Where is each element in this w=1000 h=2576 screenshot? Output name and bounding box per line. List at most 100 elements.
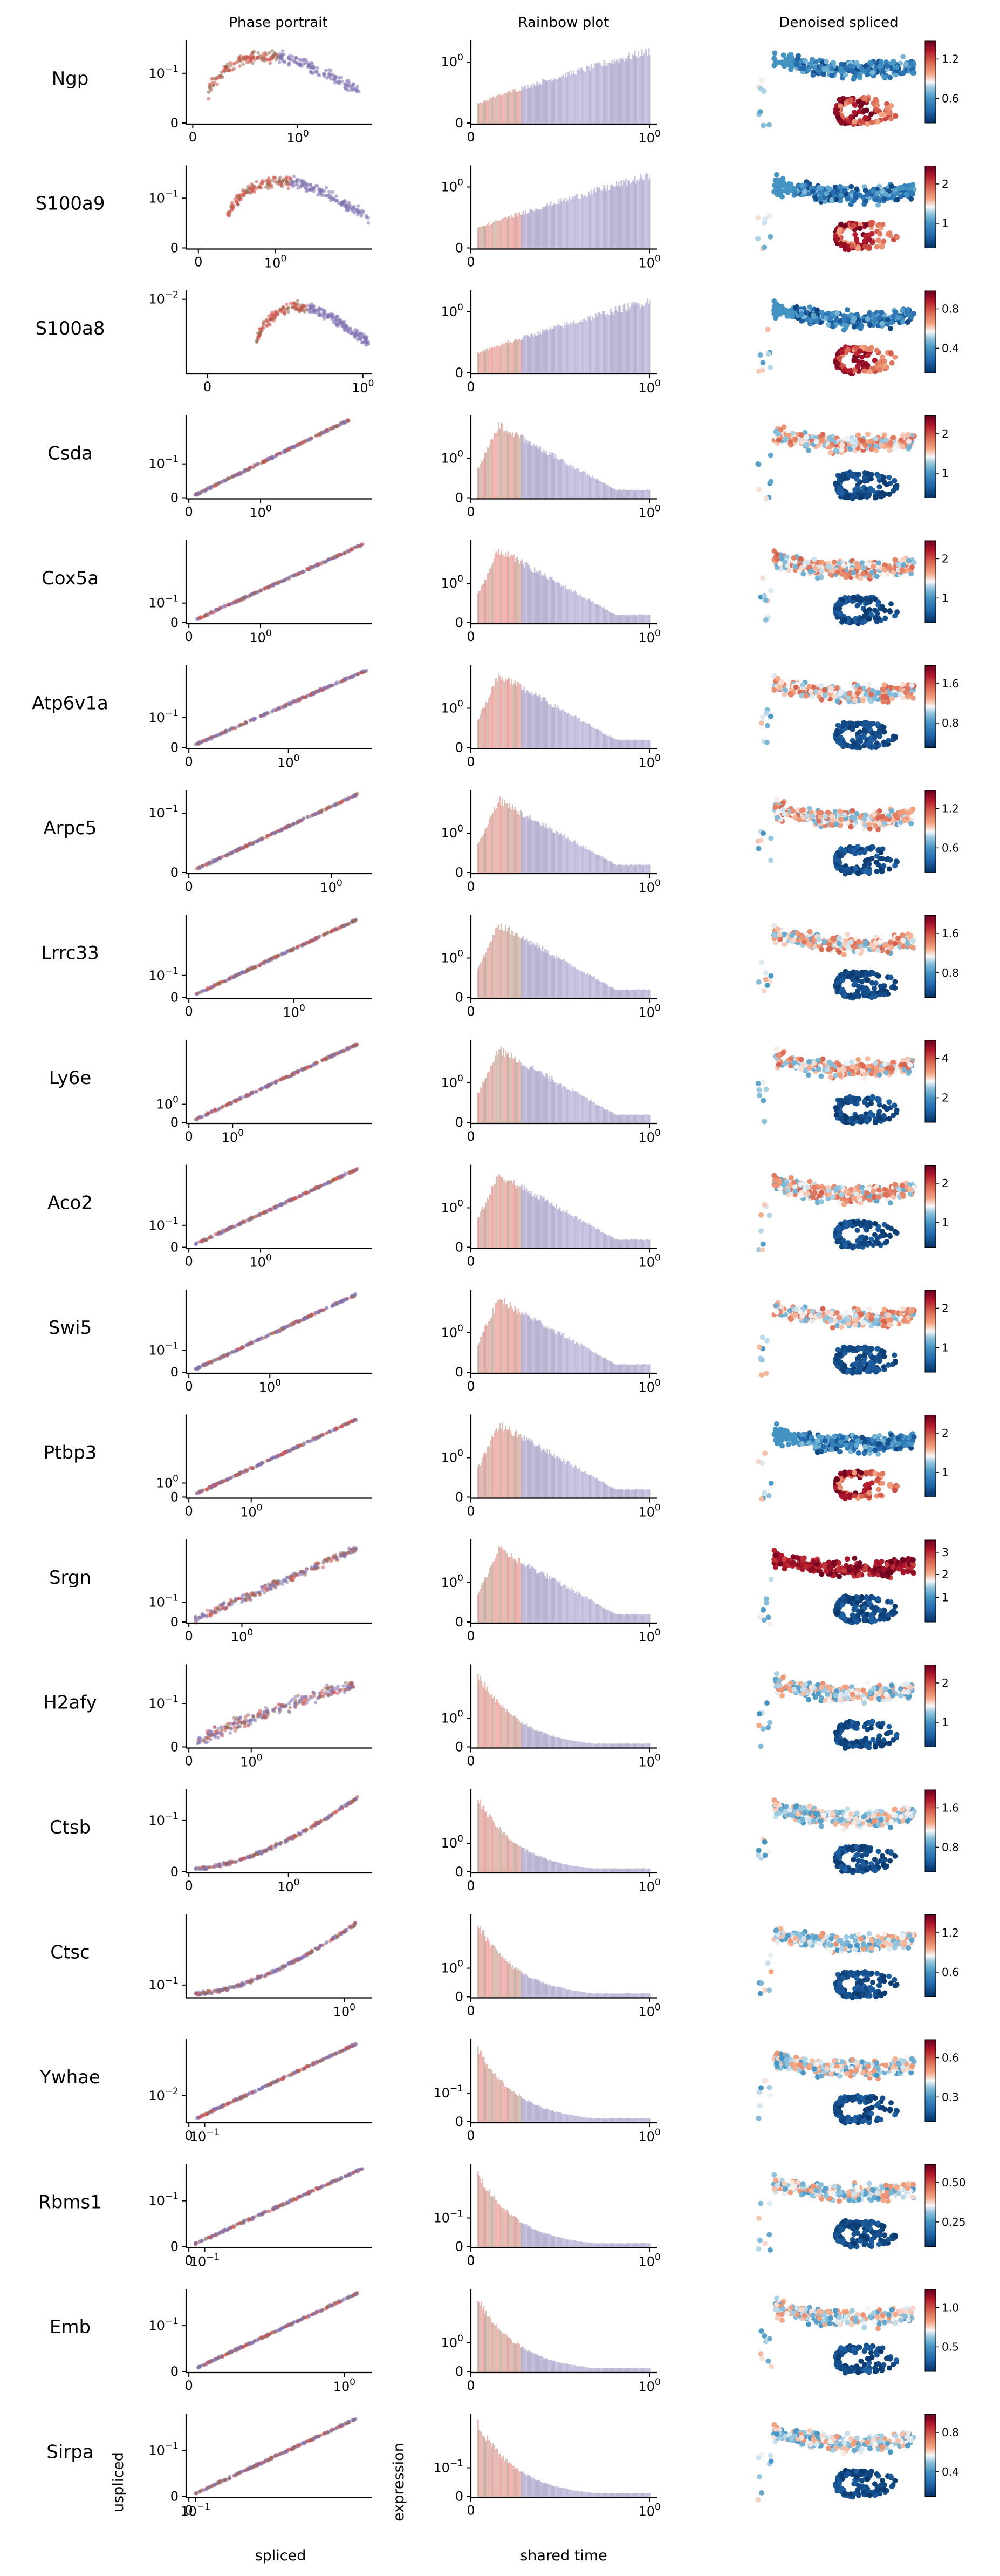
phase-point (282, 706, 285, 710)
phase-point (245, 60, 249, 64)
phase-y-tick-label: 0 (170, 241, 179, 256)
embedding-point (862, 96, 868, 101)
embedding-point (824, 191, 829, 196)
embedding-point (905, 319, 910, 325)
phase-point (220, 74, 223, 78)
phase-point (366, 340, 370, 344)
phase-y-tick-label: 10−1 (148, 64, 179, 81)
embedding-point (905, 311, 910, 316)
embedding-point (768, 234, 773, 240)
embedding-point (855, 432, 861, 438)
phase-point (363, 670, 367, 674)
embedding-point (838, 222, 844, 227)
embedding-point (831, 60, 836, 65)
phase-point (218, 606, 222, 610)
phase-point (233, 726, 237, 730)
colorbar-tick-label: 2 (942, 178, 949, 190)
phase-point (275, 58, 278, 62)
embedding-point (768, 479, 773, 485)
embedding-point (899, 438, 904, 443)
phase-point (255, 187, 258, 191)
phase-point (347, 201, 351, 205)
phase-point (203, 489, 207, 493)
embedding-point (839, 442, 845, 448)
phase-y-tick-label: 10−1 (148, 454, 179, 472)
embedding-point (865, 121, 870, 127)
phase-point (332, 78, 335, 81)
embedding-point (895, 191, 900, 196)
phase-point (255, 180, 258, 184)
rainbow-bar (649, 178, 651, 249)
embedding-point (829, 66, 834, 71)
embedding-point (758, 352, 763, 358)
embedding-point (885, 63, 890, 69)
embedding-point (870, 70, 875, 76)
phase-y-tick-label: 10−1 (148, 188, 179, 206)
embedding-point (900, 444, 905, 449)
rainbow-x-tick-label: 0 (467, 629, 475, 644)
embedding-point (910, 71, 916, 76)
phase-point (270, 317, 274, 321)
phase-point (198, 615, 202, 619)
phase-point (244, 55, 248, 59)
embedding-point (844, 435, 849, 441)
embedding-point (876, 599, 881, 605)
embedding-point (764, 496, 769, 501)
embedding-point (867, 60, 873, 66)
phase-point (345, 79, 349, 83)
embedding-point (838, 103, 843, 108)
phase-point (327, 68, 331, 72)
embedding-point (875, 202, 881, 208)
phase-point (305, 60, 309, 64)
phase-point (298, 62, 302, 66)
embedding-point (819, 569, 825, 574)
phase-point (333, 556, 337, 560)
phase-point (331, 316, 335, 319)
embedding-point (806, 448, 811, 453)
phase-point (357, 204, 360, 208)
colorbar-tick-label: 1.2 (942, 52, 959, 65)
embedding-point (859, 597, 864, 603)
phase-point (295, 307, 299, 311)
embedding-point (809, 318, 814, 323)
embedding-point (841, 563, 847, 568)
phase-point (345, 83, 349, 86)
phase-point (215, 77, 219, 81)
embedding-point (876, 474, 882, 480)
embedding-point (762, 216, 768, 222)
phase-point (270, 49, 274, 53)
phase-point (209, 611, 213, 615)
phase-point (337, 201, 340, 205)
colorbar: 21 (925, 166, 949, 248)
phase-point (229, 64, 232, 67)
colorbar-tick-label: 1 (942, 467, 949, 480)
embedding-point (907, 444, 912, 449)
embedding-point (862, 244, 868, 249)
embedding-point (851, 358, 857, 363)
rainbow-bar (649, 490, 651, 499)
phase-point (220, 480, 224, 483)
embedding-point (877, 231, 882, 237)
phase-point (363, 340, 367, 344)
embedding-point (874, 347, 880, 353)
embedding-point (892, 557, 898, 563)
phase-point (241, 63, 245, 66)
embedding-point (901, 562, 906, 568)
colorbar: 0.80.4 (925, 291, 959, 373)
embedding-point (876, 484, 882, 489)
colorbar-gradient (925, 291, 936, 373)
rainbow-y-tick-label: 0 (455, 241, 463, 256)
embedding-point (881, 238, 887, 244)
phase-point (324, 686, 328, 690)
embedding-point (819, 560, 825, 565)
phase-point (318, 314, 322, 317)
embedding-point (887, 609, 893, 615)
rainbow-x-tick-label: 100 (639, 254, 661, 271)
phase-point (331, 190, 334, 194)
